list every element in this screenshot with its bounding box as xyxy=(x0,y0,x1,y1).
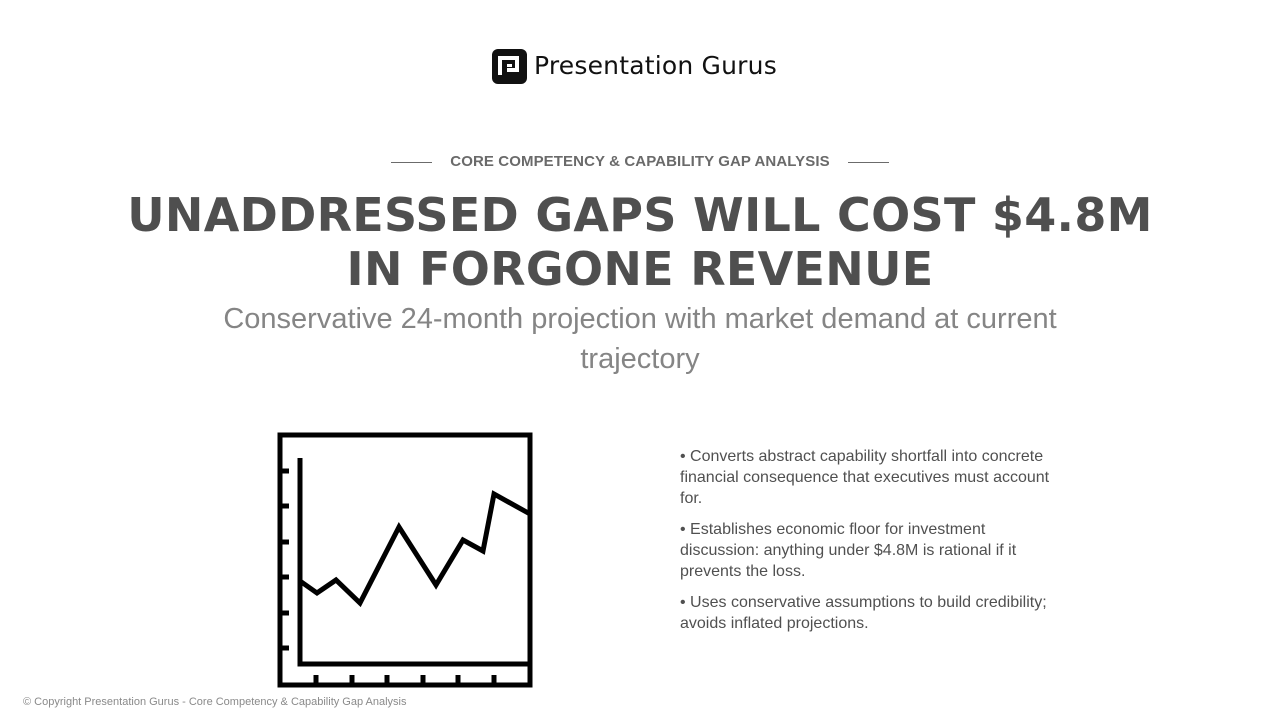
eyebrow-right-rule xyxy=(847,161,889,163)
line-chart-icon xyxy=(277,432,533,688)
bullet-list: Converts abstract capability shortfall i… xyxy=(680,446,1060,644)
bullet-item: Uses conservative assumptions to build c… xyxy=(680,592,1060,634)
eyebrow-left-rule xyxy=(391,161,433,163)
slide-subhead: Conservative 24-month projection with ma… xyxy=(223,303,1057,375)
bullet-item: Converts abstract capability shortfall i… xyxy=(680,446,1060,509)
slide-headline: UNADDRESSED GAPS WILL COST $4.8M IN FORG… xyxy=(127,188,1153,296)
pg-logo-icon xyxy=(492,48,527,84)
eyebrow-label: CORE COMPETENCY & CAPABILITY GAP ANALYSI… xyxy=(450,153,830,170)
bullet-item: Establishes economic floor for investmen… xyxy=(680,519,1060,582)
brand-logo: Presentation Gurus xyxy=(492,48,777,84)
copyright-footer: © Copyright Presentation Gurus - Core Co… xyxy=(23,696,407,708)
brand-name: Presentation Gurus xyxy=(534,51,777,80)
section-eyebrow: CORE COMPETENCY & CAPABILITY GAP ANALYSI… xyxy=(0,151,1280,173)
